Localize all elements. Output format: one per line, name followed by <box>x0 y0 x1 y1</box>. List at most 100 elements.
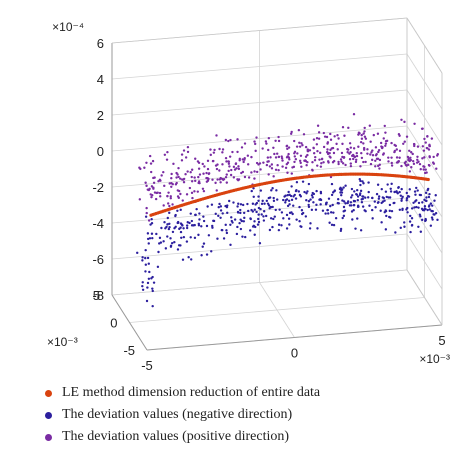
point-positive <box>218 178 222 181</box>
point-negative <box>244 235 247 239</box>
point-positive <box>214 181 217 185</box>
point-negative <box>230 216 233 219</box>
point-positive <box>346 151 349 154</box>
point-positive <box>360 137 364 140</box>
point-positive <box>375 152 378 156</box>
point-negative <box>246 202 249 206</box>
point-positive <box>419 168 422 171</box>
point-positive <box>267 136 271 140</box>
point-negative <box>162 240 165 243</box>
point-negative <box>385 195 388 199</box>
point-negative <box>359 192 362 195</box>
point-positive <box>166 195 169 198</box>
point-positive <box>265 163 269 167</box>
point-negative <box>361 205 365 208</box>
point-positive <box>290 172 293 175</box>
point-negative <box>197 233 200 237</box>
point-positive <box>225 173 228 176</box>
point-negative <box>273 215 276 218</box>
point-positive <box>329 175 333 179</box>
point-positive <box>337 162 340 166</box>
point-negative <box>400 199 403 202</box>
point-positive <box>227 169 230 173</box>
point-negative <box>398 208 402 212</box>
point-negative <box>300 225 303 228</box>
point-positive <box>182 149 186 152</box>
point-positive <box>411 159 415 163</box>
point-negative <box>368 204 371 207</box>
y-tick-label: 0 <box>110 316 117 331</box>
point-negative <box>319 190 323 194</box>
point-negative <box>182 227 185 230</box>
point-negative <box>309 198 312 201</box>
point-negative <box>211 224 214 228</box>
point-positive <box>221 163 224 166</box>
point-positive <box>359 140 363 144</box>
point-positive <box>395 156 399 159</box>
point-negative <box>420 218 424 222</box>
point-negative <box>231 221 234 224</box>
point-negative <box>315 203 318 207</box>
point-positive <box>175 181 178 185</box>
point-negative <box>361 180 364 183</box>
point-negative <box>251 225 255 228</box>
point-negative <box>190 219 194 223</box>
point-positive <box>186 145 190 149</box>
point-positive <box>420 127 424 130</box>
point-positive <box>206 159 210 163</box>
point-positive <box>170 181 173 185</box>
point-negative <box>417 225 420 228</box>
point-negative <box>375 192 379 196</box>
point-positive <box>258 162 262 165</box>
point-positive <box>152 176 155 180</box>
point-positive <box>293 160 296 164</box>
point-negative <box>326 208 329 212</box>
point-positive <box>145 161 148 164</box>
point-negative <box>300 212 304 216</box>
point-negative <box>236 225 239 229</box>
point-negative <box>212 219 215 223</box>
point-negative <box>407 195 411 198</box>
z-tick-label: -8 <box>92 288 104 303</box>
point-negative <box>351 218 354 221</box>
point-positive <box>180 178 184 181</box>
point-positive <box>421 145 425 148</box>
point-negative <box>146 237 150 241</box>
point-negative <box>400 187 403 191</box>
point-positive <box>196 190 199 193</box>
point-negative <box>427 195 431 199</box>
point-negative <box>239 203 243 206</box>
point-negative <box>360 198 363 201</box>
point-negative <box>307 199 311 203</box>
point-positive <box>277 168 280 172</box>
point-positive <box>241 170 245 174</box>
point-positive <box>390 141 393 145</box>
point-positive <box>232 176 236 179</box>
point-negative <box>225 231 229 235</box>
point-negative <box>152 281 156 284</box>
point-positive <box>304 155 308 158</box>
point-positive <box>349 164 353 168</box>
point-negative <box>202 242 206 245</box>
box-edge <box>406 269 443 326</box>
point-positive <box>305 164 308 167</box>
point-negative <box>327 212 330 215</box>
point-positive <box>202 172 205 175</box>
point-negative <box>151 236 154 240</box>
point-negative <box>419 230 423 233</box>
point-negative <box>226 211 229 215</box>
point-positive <box>233 168 237 171</box>
point-positive <box>253 142 257 146</box>
point-negative <box>155 232 158 236</box>
point-negative <box>176 248 180 251</box>
point-negative <box>377 195 381 198</box>
series-negative-deviation <box>136 178 439 308</box>
point-positive <box>326 141 330 144</box>
point-positive <box>304 159 308 163</box>
point-negative <box>354 227 357 230</box>
point-positive <box>364 160 367 164</box>
point-negative <box>315 189 318 193</box>
point-positive <box>197 167 201 170</box>
point-negative <box>410 207 414 210</box>
point-negative <box>185 224 189 227</box>
